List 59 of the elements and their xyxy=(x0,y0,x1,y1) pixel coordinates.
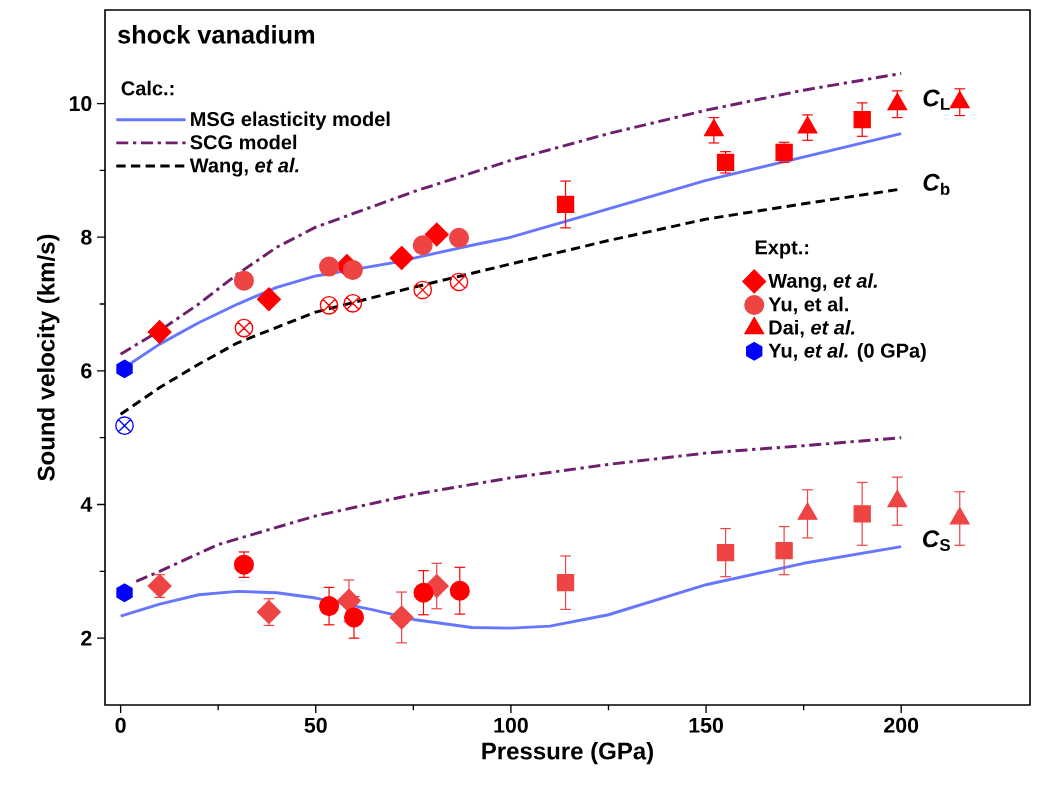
annotation: C$_{S}$ xyxy=(923,530,950,551)
point xyxy=(424,222,449,247)
point xyxy=(413,582,434,603)
point xyxy=(256,287,281,312)
x-tick-label: 150 xyxy=(689,717,723,733)
point xyxy=(853,110,871,129)
point xyxy=(449,580,470,601)
line-series xyxy=(134,436,903,583)
point xyxy=(556,195,575,214)
point xyxy=(233,270,254,291)
annotation: Expt.: xyxy=(755,240,809,259)
point xyxy=(234,318,254,338)
legend-label: Wang, et al. xyxy=(768,273,877,292)
point xyxy=(389,605,414,630)
x-tick-label: 100 xyxy=(494,717,528,733)
point xyxy=(336,588,361,613)
point xyxy=(342,259,363,280)
point xyxy=(449,227,470,248)
y-tick-label: 10 xyxy=(69,96,92,112)
legend-label: SCG model xyxy=(190,134,297,150)
legend-label: Wang, et al. xyxy=(189,157,299,177)
point xyxy=(343,294,363,313)
point xyxy=(115,416,134,435)
legend-label: Yu, et al. xyxy=(768,296,848,315)
point xyxy=(116,359,133,379)
point xyxy=(319,256,340,277)
y-axis-title: Sound velocity (km/s) xyxy=(37,234,60,481)
annotation: C$_{b}$ xyxy=(923,173,950,196)
legend-label: MSG elasticity model xyxy=(191,111,390,131)
point xyxy=(147,320,172,345)
y-tick-label: 4 xyxy=(80,497,93,512)
legend-label: Yu, et al. (0 GPa) xyxy=(768,343,926,362)
point xyxy=(147,574,172,599)
point xyxy=(716,543,735,562)
legend-title: Calc.: xyxy=(121,80,174,96)
point xyxy=(556,574,575,592)
line-series xyxy=(119,545,903,630)
point xyxy=(233,554,254,575)
point xyxy=(256,600,281,625)
point xyxy=(775,541,793,560)
legend-label: Dai, et al. xyxy=(769,319,855,338)
point xyxy=(116,583,133,603)
point xyxy=(413,280,433,300)
point xyxy=(853,505,871,523)
point xyxy=(412,235,433,256)
point xyxy=(319,296,339,315)
y-tick-label: 2 xyxy=(81,630,92,646)
x-tick-label: 0 xyxy=(115,717,126,733)
y-tick-label: 6 xyxy=(81,363,92,379)
annotation: C$_{L}$ xyxy=(923,89,950,110)
x-tick-label: 200 xyxy=(884,717,919,733)
x-tick-label: 50 xyxy=(304,717,327,733)
point xyxy=(449,272,469,292)
point xyxy=(389,245,414,270)
x-axis-title: Pressure (GPa) xyxy=(482,741,653,765)
chart-title: shock vanadium xyxy=(118,25,315,44)
point xyxy=(319,596,340,617)
y-tick-label: 8 xyxy=(81,229,92,245)
point xyxy=(344,607,365,628)
